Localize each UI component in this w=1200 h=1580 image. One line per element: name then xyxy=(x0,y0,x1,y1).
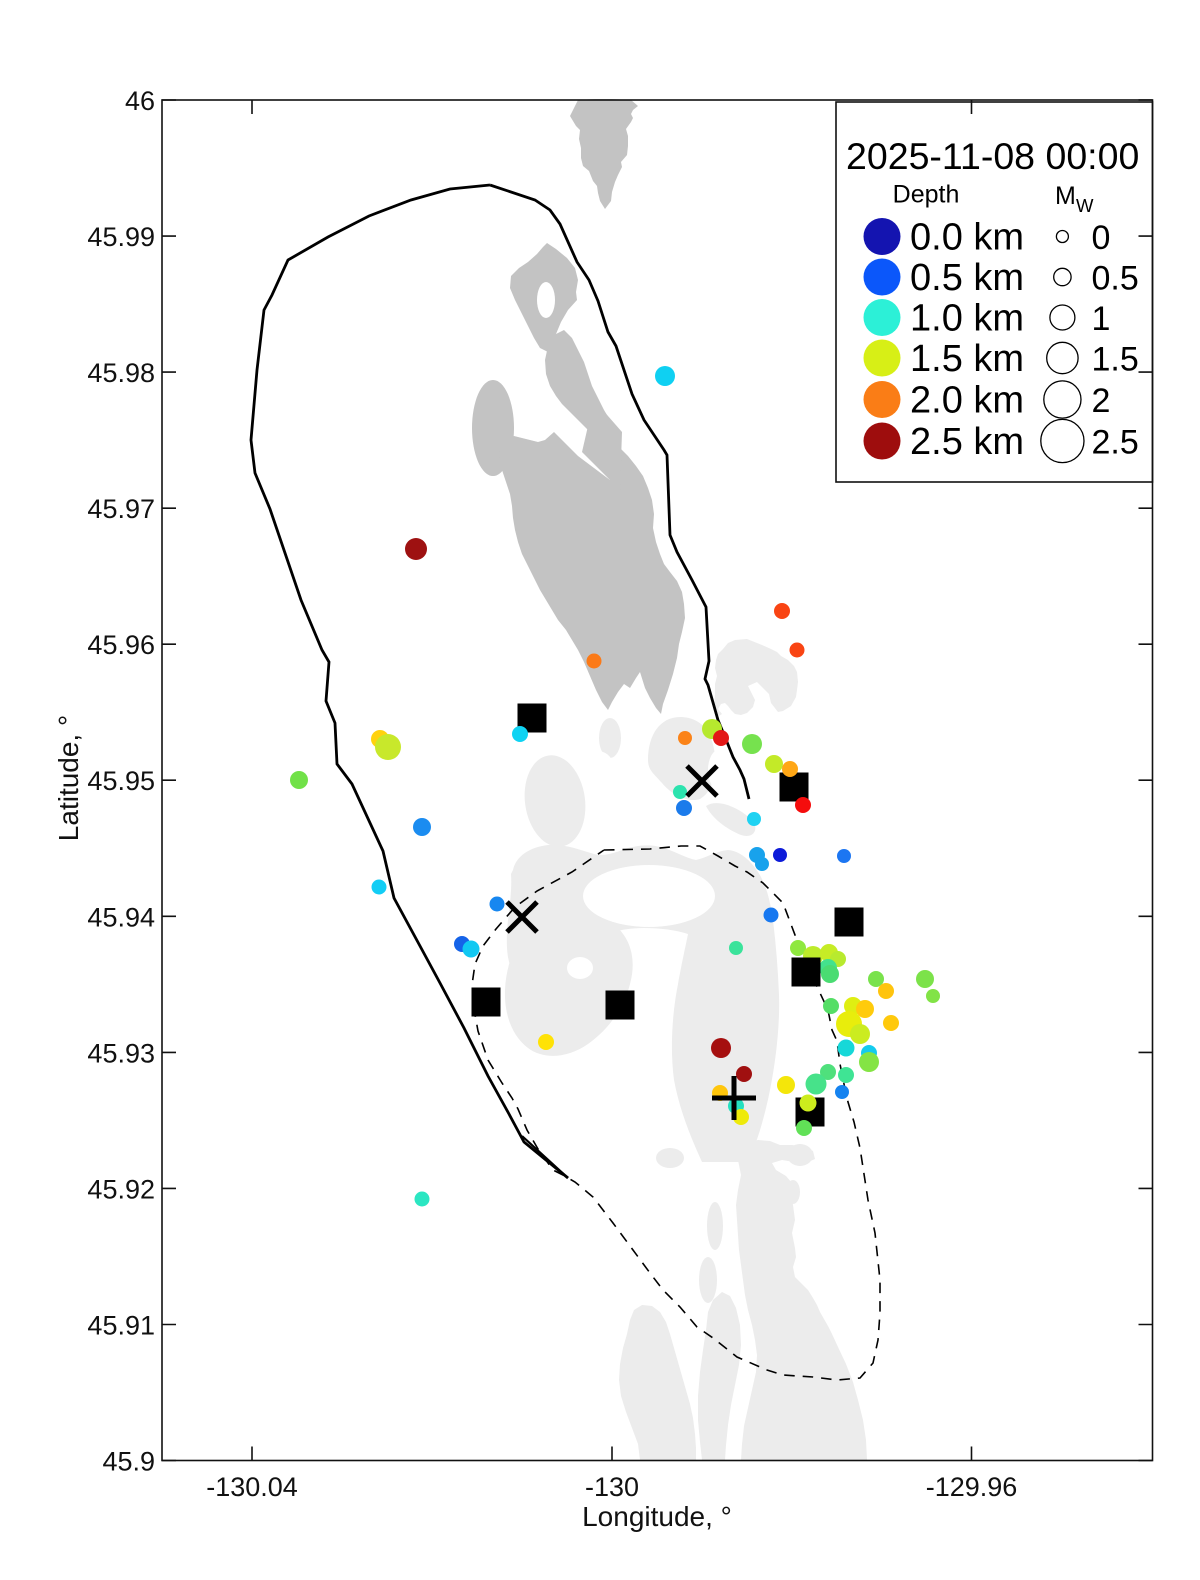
svg-text:1: 1 xyxy=(1092,300,1111,338)
svg-text:1.5 km: 1.5 km xyxy=(910,338,1024,380)
svg-text:2025-11-08 00:00: 2025-11-08 00:00 xyxy=(846,135,1139,177)
svg-text:1.0 km: 1.0 km xyxy=(910,298,1024,340)
svg-text:-130: -130 xyxy=(585,1472,639,1502)
svg-text:45.99: 45.99 xyxy=(87,222,155,252)
svg-text:45.97: 45.97 xyxy=(87,494,155,524)
svg-text:0.5 km: 0.5 km xyxy=(910,257,1024,299)
svg-text:45.92: 45.92 xyxy=(87,1174,155,1204)
svg-text:-129.96: -129.96 xyxy=(926,1472,1018,1502)
svg-text:45.96: 45.96 xyxy=(87,630,155,660)
svg-text:45.91: 45.91 xyxy=(87,1311,155,1341)
svg-text:45.94: 45.94 xyxy=(87,902,155,932)
svg-text:-130.04: -130.04 xyxy=(206,1472,298,1502)
svg-text:0: 0 xyxy=(1092,219,1111,257)
svg-text:1.5: 1.5 xyxy=(1092,341,1139,379)
svg-text:46: 46 xyxy=(125,86,155,116)
svg-text:45.9: 45.9 xyxy=(102,1447,155,1477)
svg-text:2.5: 2.5 xyxy=(1092,424,1139,462)
svg-text:0.0 km: 0.0 km xyxy=(910,217,1024,259)
svg-text:45.95: 45.95 xyxy=(87,766,155,796)
svg-text:45.98: 45.98 xyxy=(87,358,155,388)
svg-text:W: W xyxy=(1076,195,1094,216)
svg-text:0.5: 0.5 xyxy=(1092,260,1139,298)
svg-text:Longitude, °: Longitude, ° xyxy=(582,1501,732,1532)
svg-text:2.5 km: 2.5 km xyxy=(910,421,1024,463)
svg-text:2: 2 xyxy=(1092,382,1111,420)
svg-text:2.0 km: 2.0 km xyxy=(910,380,1024,422)
svg-text:Latitude, °: Latitude, ° xyxy=(53,715,84,841)
svg-text:Depth: Depth xyxy=(893,181,960,209)
svg-text:45.93: 45.93 xyxy=(87,1038,155,1068)
svg-text:M: M xyxy=(1055,182,1076,210)
